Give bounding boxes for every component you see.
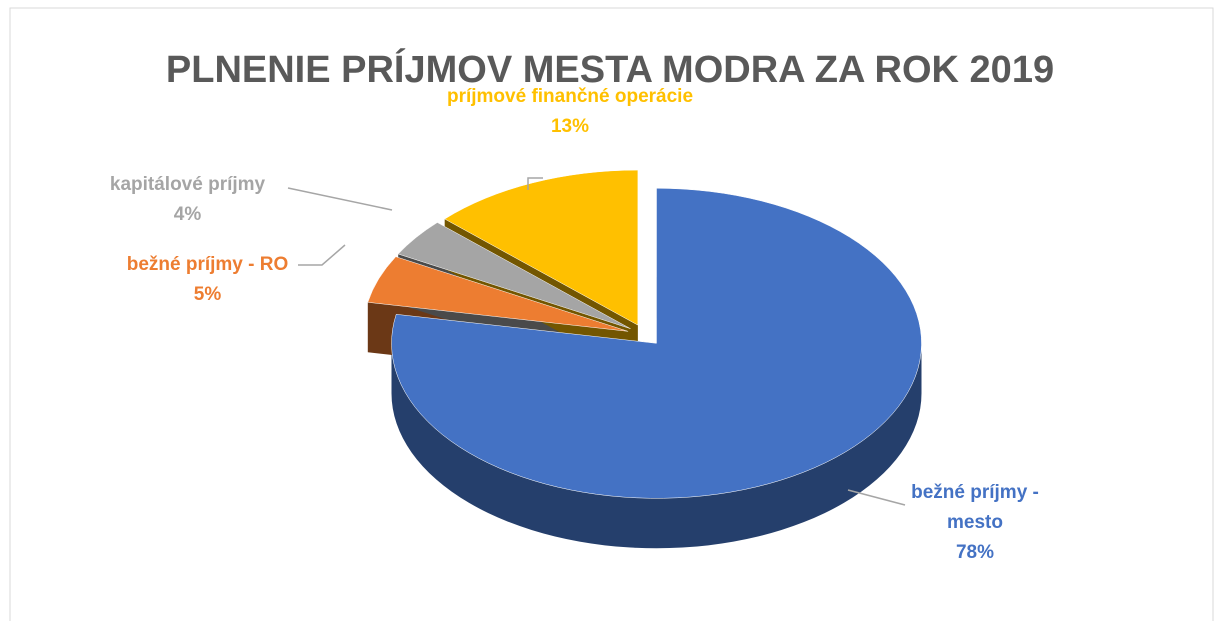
label-value: 13%: [550, 116, 590, 137]
slice: [367, 256, 629, 332]
data-label: bežné príjmy - mesto 78%: [885, 478, 1065, 568]
leader-line: [287, 187, 393, 211]
label-value: 4%: [173, 204, 202, 225]
label-name: bežné príjmy - mesto: [911, 482, 1039, 533]
label-name: kapitálové príjmy: [109, 174, 266, 195]
chart-title: PLNENIE PRÍJMOV MESTA MODRA ZA ROK 2019: [166, 47, 1054, 91]
data-label: príjmové finančné operácie 13%: [445, 82, 695, 142]
label-value: 5%: [193, 284, 222, 305]
label-name: bežné príjmy - RO: [126, 254, 289, 275]
data-label: kapitálové príjmy 4%: [80, 170, 295, 230]
slice: [391, 188, 922, 499]
slice: [444, 169, 639, 326]
slice-side: [391, 343, 922, 549]
chart-frame: [9, 7, 1214, 621]
leader-line: [847, 489, 906, 506]
label-name: príjmové finančné operácie: [446, 86, 694, 107]
data-label: bežné príjmy - RO 5%: [95, 250, 320, 310]
pie: [367, 169, 922, 549]
slice: [397, 222, 631, 329]
label-value: 78%: [955, 542, 995, 563]
leader-line: [298, 244, 346, 266]
leader-line: [527, 177, 543, 190]
